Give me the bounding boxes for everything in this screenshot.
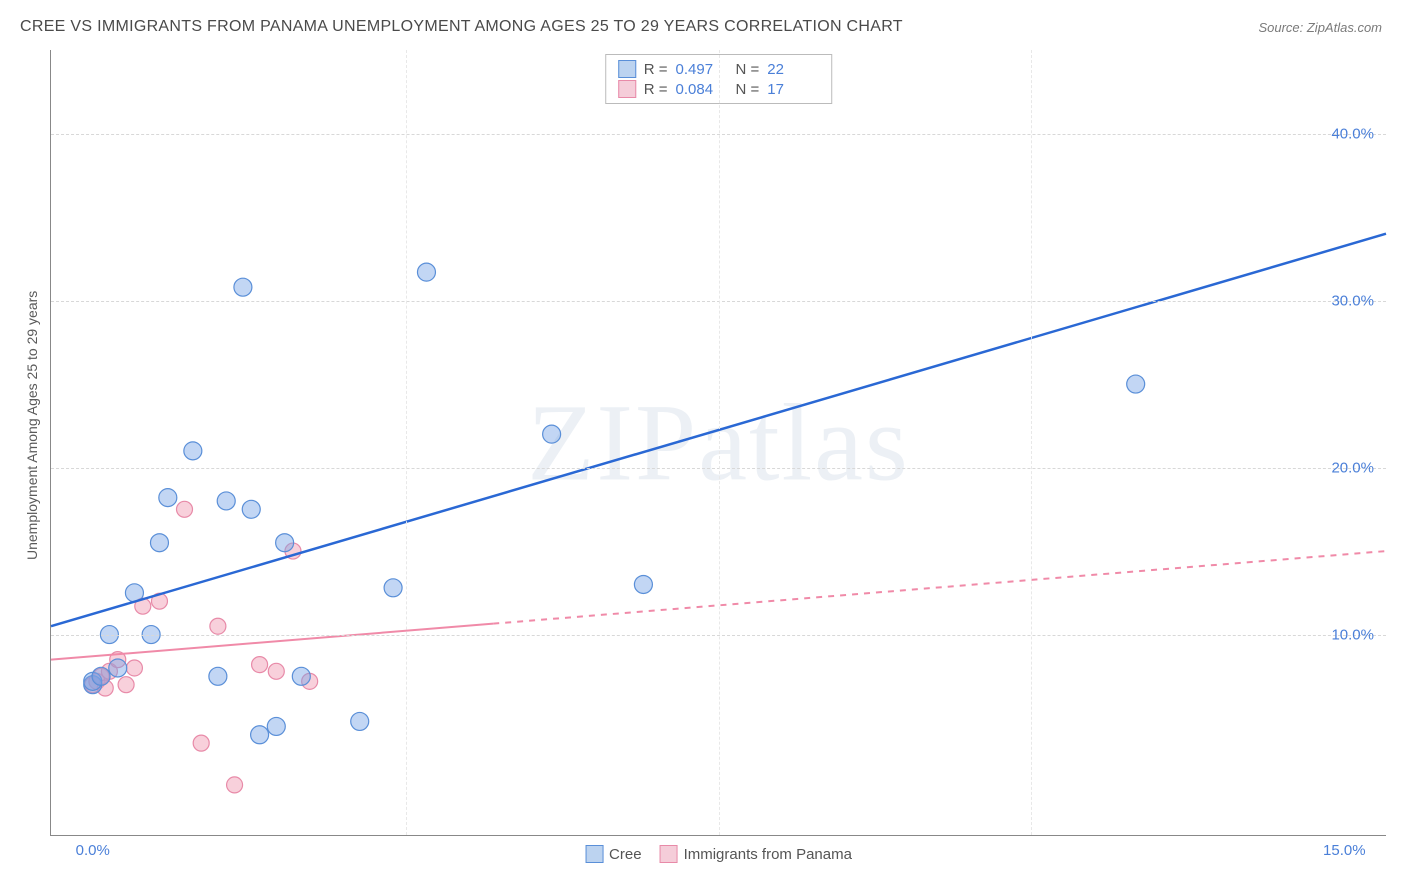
data-point	[177, 501, 193, 517]
legend-item-cree: Cree	[585, 845, 642, 863]
legend-item-panama: Immigrants from Panama	[660, 845, 852, 863]
data-point	[92, 667, 110, 685]
data-point	[109, 659, 127, 677]
chart-title: CREE VS IMMIGRANTS FROM PANAMA UNEMPLOYM…	[20, 18, 903, 36]
data-point	[276, 534, 294, 552]
data-point	[159, 489, 177, 507]
data-point	[268, 663, 284, 679]
data-point	[227, 777, 243, 793]
data-point	[1127, 375, 1145, 393]
trend-line	[51, 624, 493, 660]
data-point	[217, 492, 235, 510]
data-point	[292, 667, 310, 685]
series-legend: Cree Immigrants from Panama	[585, 845, 852, 863]
data-point	[384, 579, 402, 597]
swatch-panama-bottom	[660, 845, 678, 863]
data-point	[634, 575, 652, 593]
data-point	[252, 657, 268, 673]
data-point	[209, 667, 227, 685]
data-point	[126, 660, 142, 676]
data-point	[184, 442, 202, 460]
source-label: Source: ZipAtlas.com	[1258, 20, 1382, 35]
data-point	[193, 735, 209, 751]
x-tick-label: 0.0%	[76, 842, 110, 859]
x-tick-label: 15.0%	[1323, 842, 1366, 859]
y-tick-label: 20.0%	[1331, 459, 1374, 476]
vgridline	[406, 50, 407, 835]
data-point	[242, 500, 260, 518]
data-point	[150, 534, 168, 552]
legend-label: Cree	[609, 846, 642, 863]
vgridline	[1031, 50, 1032, 835]
y-tick-label: 30.0%	[1331, 292, 1374, 309]
data-point	[267, 717, 285, 735]
legend-label: Immigrants from Panama	[684, 846, 852, 863]
data-point	[118, 677, 134, 693]
y-tick-label: 40.0%	[1331, 125, 1374, 142]
y-axis-label: Unemployment Among Ages 25 to 29 years	[24, 291, 40, 560]
data-point	[251, 726, 269, 744]
swatch-cree-bottom	[585, 845, 603, 863]
vgridline	[719, 50, 720, 835]
data-point	[234, 278, 252, 296]
data-point	[351, 712, 369, 730]
data-point	[417, 263, 435, 281]
data-point	[210, 618, 226, 634]
y-tick-label: 10.0%	[1331, 626, 1374, 643]
data-point	[543, 425, 561, 443]
plot-area: ZIPatlas R = 0.497 N = 22 R = 0.084 N = …	[50, 50, 1386, 836]
trend-line-dashed	[493, 551, 1386, 624]
